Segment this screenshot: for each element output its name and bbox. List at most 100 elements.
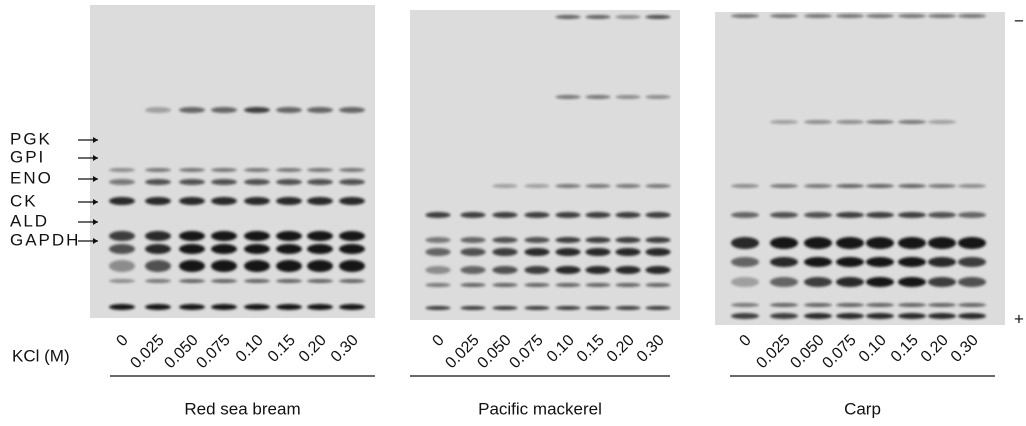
- lane-label: 0.20: [604, 332, 638, 366]
- band: [835, 303, 865, 307]
- band: [927, 237, 957, 249]
- band: [615, 266, 641, 274]
- band: [339, 260, 365, 272]
- band: [179, 231, 205, 241]
- band: [524, 184, 550, 188]
- band: [835, 237, 865, 249]
- band: [179, 279, 205, 283]
- band: [957, 184, 987, 188]
- band: [897, 277, 927, 287]
- band: [957, 237, 987, 249]
- band: [276, 179, 302, 185]
- band: [645, 306, 671, 310]
- band: [211, 231, 237, 241]
- band: [585, 266, 611, 274]
- band: [585, 283, 611, 287]
- band: [425, 248, 451, 256]
- band: [865, 277, 895, 287]
- band: [803, 303, 833, 307]
- band: [276, 260, 302, 272]
- electrode-label: −: [1014, 11, 1024, 30]
- lane-label: 0.30: [328, 332, 362, 366]
- band: [492, 266, 518, 274]
- band: [307, 260, 333, 272]
- band: [555, 283, 581, 287]
- band: [211, 279, 237, 283]
- band: [179, 244, 205, 254]
- band: [957, 14, 987, 18]
- lane-label: 0.025: [753, 332, 793, 372]
- band: [957, 277, 987, 287]
- band: [730, 313, 760, 319]
- band: [244, 260, 270, 272]
- lane-label: 0.025: [442, 332, 482, 372]
- protein-label: CK: [10, 191, 38, 210]
- band: [109, 179, 135, 185]
- band: [109, 168, 135, 172]
- gel-panel: [410, 10, 680, 320]
- band: [555, 95, 581, 99]
- arrow-head: [93, 238, 98, 244]
- band: [460, 306, 486, 310]
- band: [492, 184, 518, 188]
- band: [835, 14, 865, 18]
- band: [339, 168, 365, 172]
- band: [425, 306, 451, 310]
- band: [645, 283, 671, 287]
- protein-label: GAPDH: [10, 230, 80, 249]
- band: [803, 237, 833, 249]
- band: [460, 237, 486, 243]
- band: [803, 313, 833, 319]
- band: [897, 303, 927, 307]
- lane-label: 0.075: [819, 332, 859, 372]
- band: [615, 248, 641, 256]
- band: [145, 231, 171, 241]
- band: [211, 304, 237, 310]
- arrow-head: [93, 176, 98, 182]
- band: [897, 237, 927, 249]
- band: [276, 279, 302, 283]
- band: [957, 257, 987, 267]
- band: [585, 184, 611, 188]
- panel-label: Pacific mackerel: [478, 399, 602, 418]
- band: [244, 179, 270, 185]
- gel-panel: [90, 5, 375, 318]
- band: [145, 197, 171, 205]
- band: [211, 179, 237, 185]
- band: [769, 237, 799, 249]
- band: [897, 120, 927, 124]
- band: [927, 303, 957, 307]
- band: [339, 107, 365, 113]
- protein-label: ALD: [10, 211, 49, 230]
- band: [276, 231, 302, 241]
- band: [730, 237, 760, 249]
- band: [835, 257, 865, 267]
- band: [244, 197, 270, 205]
- band: [897, 257, 927, 267]
- band: [803, 120, 833, 124]
- band: [307, 168, 333, 172]
- band: [803, 184, 833, 188]
- panel-label: Carp: [844, 399, 881, 418]
- band: [339, 304, 365, 310]
- band: [865, 184, 895, 188]
- band: [585, 212, 611, 218]
- protein-label: PGK: [10, 129, 52, 148]
- band: [730, 257, 760, 267]
- lane-label: 0.025: [127, 332, 167, 372]
- band: [645, 212, 671, 218]
- band: [109, 197, 135, 205]
- arrow-head: [93, 199, 98, 205]
- protein-label: ENO: [10, 168, 53, 187]
- band: [555, 248, 581, 256]
- band: [769, 184, 799, 188]
- lane-label: 0.10: [856, 332, 890, 366]
- band: [615, 184, 641, 188]
- band: [730, 212, 760, 218]
- band: [615, 15, 641, 19]
- band: [145, 260, 171, 272]
- lane-label: 0.30: [948, 332, 982, 366]
- band: [339, 244, 365, 254]
- band: [615, 306, 641, 310]
- lane-label: 0.075: [506, 332, 546, 372]
